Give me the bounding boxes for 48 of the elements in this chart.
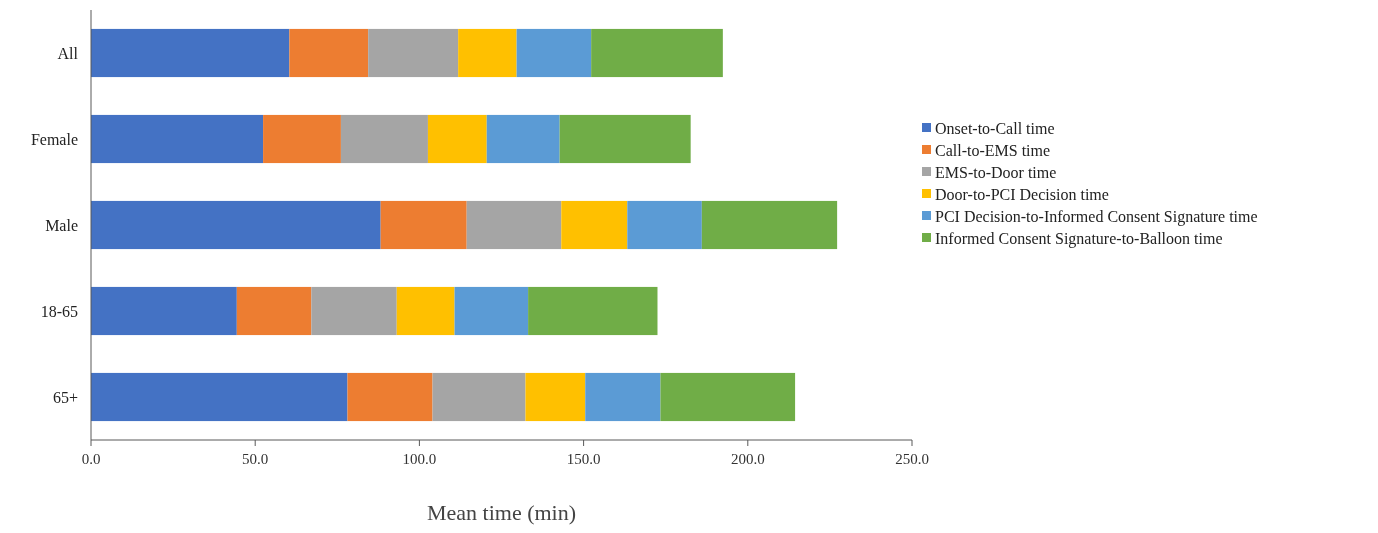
x-tick-label: 0.0 bbox=[81, 451, 101, 467]
bar bbox=[380, 200, 467, 250]
legend-label: EMS-to-Door time bbox=[935, 163, 1057, 181]
bar bbox=[525, 372, 586, 422]
bar bbox=[458, 28, 517, 78]
x-axis-title: Mean time (min) bbox=[426, 500, 577, 525]
bar bbox=[701, 200, 838, 250]
x-tick-label: 50.0 bbox=[242, 451, 269, 467]
y-tick-label: All bbox=[57, 44, 79, 62]
bar bbox=[627, 200, 702, 250]
legend-label: Call-to-EMS time bbox=[935, 141, 1051, 159]
legend-label: Door-to-PCI Decision time bbox=[935, 185, 1109, 203]
y-tick-label: Female bbox=[30, 130, 78, 148]
x-tick-label: 150.0 bbox=[566, 451, 601, 467]
bar bbox=[91, 372, 348, 422]
bar bbox=[347, 372, 433, 422]
bar bbox=[91, 286, 237, 336]
x-tick-label: 250.0 bbox=[895, 451, 929, 467]
bar bbox=[368, 28, 459, 78]
bar bbox=[236, 286, 312, 336]
bar bbox=[660, 372, 796, 422]
legend-label: Onset-to-Call time bbox=[935, 119, 1055, 137]
bar bbox=[396, 286, 455, 336]
bar bbox=[591, 28, 723, 78]
bar bbox=[559, 114, 691, 164]
bar bbox=[466, 200, 562, 250]
bar bbox=[427, 114, 487, 164]
bar bbox=[561, 200, 628, 250]
bar bbox=[91, 28, 290, 78]
y-tick-label: 18-65 bbox=[40, 302, 78, 320]
bar bbox=[528, 286, 658, 336]
bar bbox=[263, 114, 341, 164]
bar bbox=[91, 200, 381, 250]
y-tick-label: 65+ bbox=[52, 388, 78, 406]
bar bbox=[486, 114, 560, 164]
bar bbox=[585, 372, 661, 422]
legend-label: PCI Decision-to-Informed Consent Signature time bbox=[935, 207, 1258, 226]
bar bbox=[340, 114, 428, 164]
x-tick-label: 100.0 bbox=[402, 451, 437, 467]
x-tick-label: 200.0 bbox=[730, 451, 765, 467]
bar bbox=[311, 286, 397, 336]
bar bbox=[432, 372, 526, 422]
y-tick-label: Male bbox=[45, 216, 78, 234]
bar bbox=[516, 28, 592, 78]
bar bbox=[454, 286, 529, 336]
bar bbox=[289, 28, 369, 78]
legend-label: Informed Consent Signature-to-Balloon time bbox=[935, 229, 1223, 248]
bar bbox=[91, 114, 264, 164]
